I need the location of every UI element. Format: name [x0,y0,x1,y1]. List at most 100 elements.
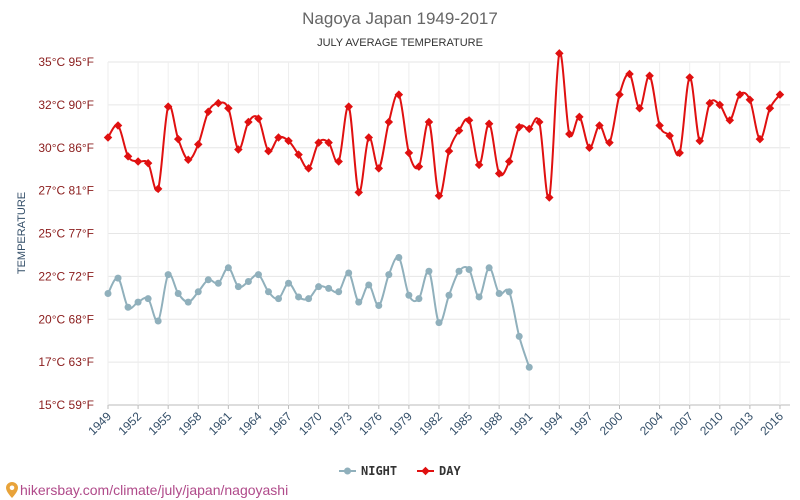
data-point-day[interactable] [414,162,424,171]
data-point-day[interactable] [685,73,694,82]
data-point-day[interactable] [434,191,444,201]
data-point-day[interactable] [464,116,474,125]
data-point-night[interactable] [134,298,142,306]
source-link[interactable]: hikersbay.com/climate/july/japan/nagoyas… [20,482,288,498]
data-point-day[interactable] [374,164,384,173]
data-point-night[interactable] [174,290,182,298]
legend-item-day[interactable]: DAY [417,464,461,478]
data-point-night[interactable] [244,278,252,286]
data-point-day[interactable] [163,102,173,111]
data-point-night[interactable] [325,284,333,292]
data-point-night[interactable] [204,276,212,284]
data-point-night[interactable] [214,279,222,287]
data-point-day[interactable] [143,158,153,168]
data-point-day[interactable] [364,133,374,142]
data-point-day[interactable] [384,117,394,127]
y-tick-label: 17°C 63°F [38,355,94,369]
data-point-day[interactable] [735,90,745,99]
data-point-night[interactable] [395,254,403,262]
data-point-night[interactable] [335,288,343,296]
data-point-day[interactable] [484,119,494,128]
data-point-day[interactable] [224,104,233,113]
data-point-night[interactable] [415,295,423,303]
data-point-day[interactable] [194,140,203,149]
data-point-day[interactable] [444,146,454,156]
data-point-night[interactable] [445,291,453,299]
data-point-night[interactable] [435,319,443,327]
data-point-night[interactable] [285,279,293,287]
data-point-night[interactable] [485,264,493,272]
data-point-day[interactable] [504,157,514,166]
data-point-day[interactable] [394,90,404,99]
data-point-day[interactable] [344,102,353,111]
data-point-day[interactable] [183,155,193,164]
data-point-night[interactable] [355,298,363,306]
data-point-night[interactable] [114,274,122,282]
data-point-night[interactable] [315,283,323,291]
data-point-day[interactable] [234,145,243,154]
data-point-day[interactable] [314,138,323,147]
data-point-day[interactable] [354,188,363,197]
x-tick-label: 1997 [567,409,596,438]
data-point-night[interactable] [164,271,172,279]
data-point-day[interactable] [494,169,504,178]
data-point-day[interactable] [284,136,293,146]
data-point-night[interactable] [475,293,483,301]
data-point-day[interactable] [214,98,223,108]
data-point-night[interactable] [264,288,272,296]
data-point-night[interactable] [144,295,152,303]
data-point-night[interactable] [224,264,232,272]
data-point-day[interactable] [103,133,113,142]
data-point-night[interactable] [305,295,313,303]
data-point-night[interactable] [455,267,463,275]
data-point-night[interactable] [154,317,162,325]
data-point-night[interactable] [104,290,112,298]
data-point-night[interactable] [405,291,413,299]
data-point-night[interactable] [515,332,523,340]
data-point-night[interactable] [495,290,503,298]
data-point-night[interactable] [465,266,473,274]
x-tick-label: 1988 [476,409,505,438]
data-point-night[interactable] [505,288,513,296]
data-point-day[interactable] [294,150,303,159]
data-point-night[interactable] [275,295,282,303]
legend-item-night[interactable]: NIGHT [339,464,397,478]
data-point-day[interactable] [153,184,163,194]
data-point-night[interactable] [365,281,373,289]
data-point-day[interactable] [514,122,524,132]
data-point-night[interactable] [234,283,242,291]
data-point-day[interactable] [133,157,143,166]
data-point-day[interactable] [324,138,333,147]
data-point-day[interactable] [474,160,484,170]
data-point-night[interactable] [254,271,262,279]
data-point-day[interactable] [204,107,213,116]
data-point-night[interactable] [345,269,353,277]
data-point-night[interactable] [295,293,303,301]
data-point-day[interactable] [615,90,624,99]
data-point-night[interactable] [124,303,132,311]
data-point-day[interactable] [334,157,343,166]
data-point-night[interactable] [184,298,192,306]
data-point-night[interactable] [525,363,533,371]
data-point-day[interactable] [113,121,123,130]
data-point-day[interactable] [244,117,253,127]
data-point-day[interactable] [123,152,133,161]
data-point-day[interactable] [745,95,755,104]
legend: NIGHT DAY [339,464,461,478]
data-point-day[interactable] [274,133,283,142]
data-point-night[interactable] [425,267,433,275]
data-point-day[interactable] [565,129,574,139]
data-point-day[interactable] [264,146,273,156]
source-credit[interactable]: hikersbay.com/climate/july/japan/nagoyas… [6,482,288,498]
data-point-night[interactable] [194,288,202,296]
data-point-day[interactable] [173,134,183,144]
data-point-day[interactable] [304,164,313,173]
data-point-day[interactable] [655,121,664,130]
y-tick-label: 25°C 77°F [38,227,94,241]
legend-night-label: NIGHT [361,464,397,478]
data-point-night[interactable] [385,271,393,279]
data-point-day[interactable] [424,117,434,127]
data-point-night[interactable] [375,302,383,310]
data-point-day[interactable] [555,49,564,58]
data-point-day[interactable] [404,148,414,158]
